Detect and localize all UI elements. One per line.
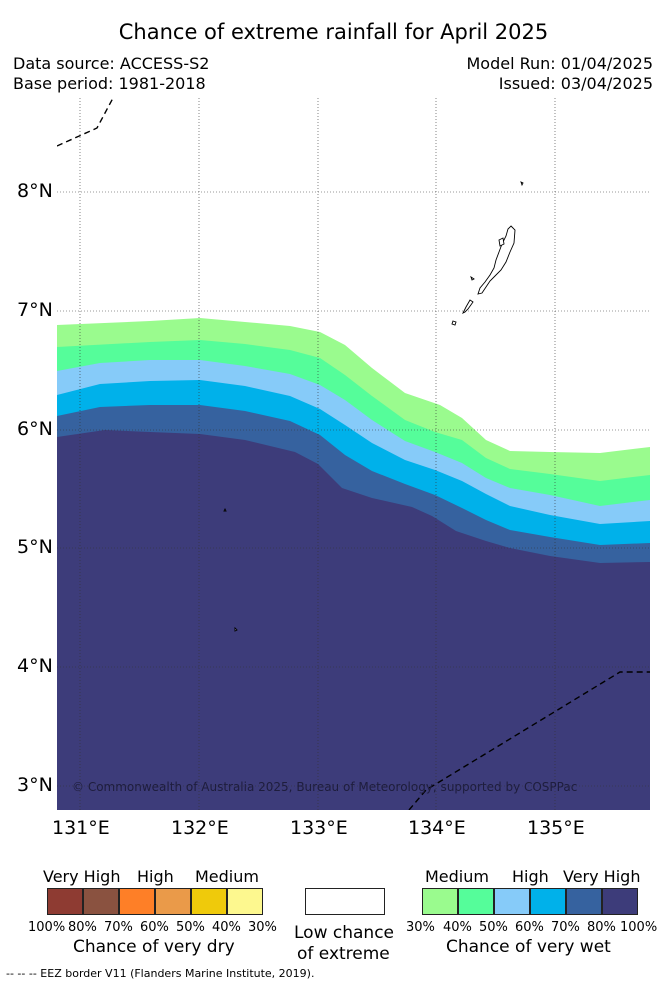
dry-tick: 80% <box>68 920 97 935</box>
map-copyright: © Commonwealth of Australia 2025, Bureau… <box>72 780 577 794</box>
wet-category-medium: Medium <box>425 867 489 886</box>
dry-tick: 70% <box>104 920 133 935</box>
lon-label: 135°E <box>527 817 585 839</box>
dry-swatch-40-50 <box>191 888 227 915</box>
dry-tick: 40% <box>212 920 241 935</box>
dry-swatch-50-60 <box>155 888 191 915</box>
eez-border <box>57 98 650 810</box>
band-wet-80-100 <box>57 430 650 810</box>
model-run-label: Model Run: 01/04/2025 <box>466 54 654 73</box>
dry-category-very-high: Very High <box>43 867 121 886</box>
dry-legend-title: Chance of very dry <box>73 937 235 957</box>
wet-tick: 30% <box>406 920 435 935</box>
dry-tick: 60% <box>140 920 169 935</box>
islands <box>223 181 524 632</box>
lon-label: 132°E <box>171 817 229 839</box>
lon-label: 131°E <box>52 817 110 839</box>
map-title: Chance of extreme rainfall for April 202… <box>118 20 549 44</box>
wet-swatch-60-70 <box>530 888 566 915</box>
low-chance-label-2: of extreme <box>297 944 390 964</box>
wet-swatch-50-60 <box>494 888 530 915</box>
wet-tick: 80% <box>587 920 616 935</box>
wet-swatch-40-50 <box>458 888 494 915</box>
low-chance-swatch <box>305 888 385 915</box>
rainfall-map[interactable]: © Commonwealth of Australia 2025, Bureau… <box>57 98 650 810</box>
wet-swatch-70-80 <box>566 888 602 915</box>
wet-legend-title: Chance of very wet <box>446 937 611 957</box>
issued-label: Issued: 03/04/2025 <box>498 74 653 93</box>
dry-category-medium: Medium <box>195 867 259 886</box>
base-period-label: Base period: 1981-2018 <box>13 74 206 93</box>
wet-tick: 100% <box>620 920 658 935</box>
wet-swatch-30-40 <box>422 888 458 915</box>
wet-swatch-80-100 <box>602 888 638 915</box>
dry-swatch-70-80 <box>83 888 119 915</box>
data-source-label: Data source: ACCESS-S2 <box>13 54 210 73</box>
lat-label: 8°N <box>17 180 53 202</box>
map-canvas: © Commonwealth of Australia 2025, Bureau… <box>57 98 650 810</box>
dry-swatch-30-40 <box>227 888 263 915</box>
dry-tick: 100% <box>28 920 66 935</box>
lat-label: 3°N <box>17 774 53 796</box>
low-chance-label-1: Low chance <box>294 923 394 943</box>
wet-tick: 60% <box>515 920 544 935</box>
lat-label: 6°N <box>17 418 53 440</box>
dry-swatch-60-70 <box>119 888 155 915</box>
eez-source-note: -- -- -- EEZ border V11 (Flanders Marine… <box>6 967 315 980</box>
dry-tick: 50% <box>176 920 205 935</box>
lat-label: 4°N <box>17 655 53 677</box>
lat-label: 5°N <box>17 536 53 558</box>
wet-category-very-high: Very High <box>563 867 641 886</box>
dry-swatch-80-100 <box>47 888 83 915</box>
wet-tick: 50% <box>479 920 508 935</box>
wet-tick: 70% <box>551 920 580 935</box>
lat-label: 7°N <box>17 299 53 321</box>
dry-category-high: High <box>137 867 174 886</box>
lon-label: 133°E <box>290 817 348 839</box>
wet-tick: 40% <box>443 920 472 935</box>
wet-category-high: High <box>512 867 549 886</box>
lon-label: 134°E <box>408 817 466 839</box>
dry-tick: 30% <box>248 920 277 935</box>
